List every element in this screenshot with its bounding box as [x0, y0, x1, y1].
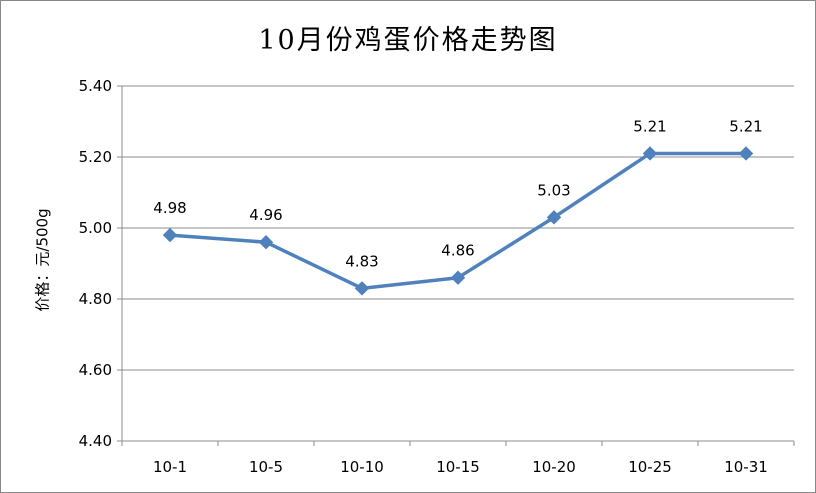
data-point	[546, 210, 562, 225]
data-label: 4.96	[249, 206, 282, 224]
data-point	[450, 270, 466, 285]
data-label: 5.21	[633, 117, 666, 135]
x-tick-label: 10-25	[628, 458, 672, 476]
data-point	[738, 146, 754, 161]
y-tick-labels: 4.40 4.60 4.80 5.00 5.20 5.40	[79, 77, 112, 450]
y-tick-label: 5.40	[79, 77, 112, 95]
chart-title: 10月份鸡蛋价格走势图	[258, 25, 558, 56]
y-tick-label: 4.80	[79, 290, 112, 308]
y-tick-label: 4.40	[79, 432, 112, 450]
x-tick-label: 10-20	[532, 458, 576, 476]
x-tick-labels: 10-1 10-5 10-10 10-15 10-20 10-25 10-31	[153, 458, 768, 476]
y-tick-label: 5.00	[79, 219, 112, 237]
y-tick-label: 4.60	[79, 361, 112, 379]
x-tick-label: 10-5	[249, 458, 283, 476]
x-tick-label: 10-10	[340, 458, 384, 476]
data-label: 5.21	[729, 117, 762, 135]
axes	[117, 85, 795, 446]
data-label: 4.98	[153, 199, 186, 217]
x-tick-label: 10-31	[724, 458, 768, 476]
x-tick-label: 10-1	[153, 458, 187, 476]
data-labels: 4.98 4.96 4.83 4.86 5.03 5.21 5.21	[153, 117, 762, 270]
gridlines	[122, 85, 794, 442]
data-label: 4.83	[345, 252, 378, 270]
y-tick-label: 5.20	[79, 148, 112, 166]
markers	[162, 146, 754, 296]
data-point	[642, 146, 658, 161]
data-label: 5.03	[537, 181, 570, 199]
data-point	[162, 227, 178, 243]
data-point	[258, 234, 274, 250]
data-point	[354, 281, 370, 296]
data-label: 4.86	[441, 242, 474, 260]
x-tick-label: 10-15	[436, 458, 480, 476]
